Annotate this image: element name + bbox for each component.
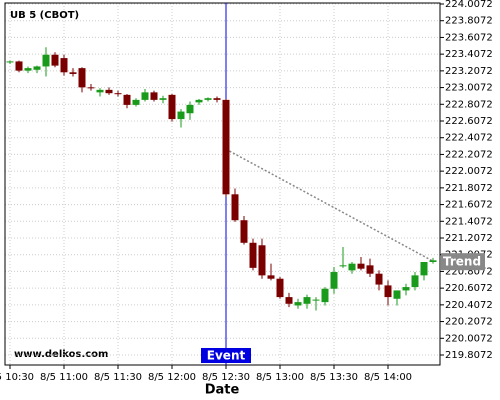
candle-body xyxy=(258,245,266,276)
x-tick-label: 8/5 11:30 xyxy=(94,372,142,383)
candle-body xyxy=(24,68,32,71)
x-tick-label: 8/5 13:00 xyxy=(256,372,304,383)
candle-body xyxy=(276,278,284,298)
candle-body xyxy=(231,194,239,221)
candle-body xyxy=(249,242,257,268)
candle-body xyxy=(375,273,383,285)
candle-body xyxy=(177,111,185,120)
y-tick-label: 222.0072 xyxy=(445,166,493,177)
candle-body xyxy=(51,54,59,66)
candle-body xyxy=(384,285,392,298)
candle-body xyxy=(15,61,23,71)
candle-body xyxy=(366,265,374,274)
candle-body xyxy=(222,99,230,195)
candle-body xyxy=(339,265,347,267)
candle-body xyxy=(204,98,212,100)
x-tick-label: 8/5 12:30 xyxy=(202,372,250,383)
candle-body xyxy=(87,87,95,89)
x-tick-label: 8/5 14:00 xyxy=(364,372,412,383)
candle-body xyxy=(402,287,410,291)
y-tick-label: 220.2072 xyxy=(445,317,493,328)
y-tick-label: 222.2072 xyxy=(445,149,493,160)
candle-body xyxy=(132,99,140,105)
y-tick-label: 221.6072 xyxy=(445,200,493,211)
candle-body xyxy=(240,220,248,243)
y-tick-label: 223.8072 xyxy=(445,16,493,27)
x-tick-label: 8/5 12:00 xyxy=(148,372,196,383)
y-tick-label: 222.6072 xyxy=(445,116,493,127)
candle-body xyxy=(285,297,293,304)
y-tick-label: 223.6072 xyxy=(445,32,493,43)
candle-body xyxy=(60,58,68,73)
y-tick-label: 221.4072 xyxy=(445,216,493,227)
y-tick-label: 222.8072 xyxy=(445,99,493,110)
candle-body xyxy=(114,93,122,95)
candle-body xyxy=(195,99,203,103)
candle-body xyxy=(348,263,356,271)
y-tick-label: 223.0072 xyxy=(445,83,493,94)
plot-frame xyxy=(4,2,441,366)
y-tick-label: 220.0072 xyxy=(445,333,493,344)
candle-body xyxy=(78,68,86,88)
x-tick-label: 8/5 13:30 xyxy=(310,372,358,383)
y-tick-label: 221.8072 xyxy=(445,183,493,194)
x-tick-label: 8/5 10:30 xyxy=(0,372,34,383)
candle-body xyxy=(420,262,428,276)
candle-body xyxy=(123,94,131,105)
candle-body xyxy=(42,54,50,67)
x-axis-label: Date xyxy=(205,383,240,398)
candle-body xyxy=(150,92,158,100)
candle-body xyxy=(159,98,167,100)
trend-label: Trend xyxy=(443,255,481,269)
y-tick-label: 220.8072 xyxy=(445,266,493,277)
y-tick-label: 223.4072 xyxy=(445,49,493,60)
candle-body xyxy=(96,89,104,93)
y-tick-label: 224.0072 xyxy=(445,0,493,10)
candle-body xyxy=(294,302,302,306)
candle-body xyxy=(321,288,329,303)
y-tick-label: 220.6072 xyxy=(445,283,493,294)
candle-body xyxy=(186,104,194,114)
y-tick-label: 222.4072 xyxy=(445,133,493,144)
candle-body xyxy=(411,275,419,288)
candle-body xyxy=(33,66,41,70)
x-tick-label: 8/5 11:00 xyxy=(40,372,88,383)
candle-body xyxy=(267,275,275,279)
y-tick-label: 223.2072 xyxy=(445,66,493,77)
candle-body xyxy=(6,61,14,63)
candle-body xyxy=(168,94,176,120)
event-label: Event xyxy=(207,349,246,363)
candle-body xyxy=(393,290,401,299)
watermark: www.delkos.com xyxy=(14,349,108,360)
trend-label-box xyxy=(441,253,485,271)
candle-body xyxy=(69,72,77,74)
candle-body xyxy=(213,98,221,100)
candle-body xyxy=(357,263,365,269)
candle-body xyxy=(303,297,311,304)
candle-body xyxy=(330,272,338,289)
y-tick-label: 220.4072 xyxy=(445,300,493,311)
candle-body xyxy=(105,89,113,94)
trend-line xyxy=(225,148,434,262)
candle-body xyxy=(312,299,320,301)
candle-body xyxy=(141,92,149,100)
chart-title: UB 5 (CBOT) xyxy=(10,10,79,21)
candle-body xyxy=(429,260,437,262)
event-label-box xyxy=(201,348,251,363)
y-tick-label: 219.8072 xyxy=(445,350,493,361)
y-tick-label: 221.2072 xyxy=(445,233,493,244)
